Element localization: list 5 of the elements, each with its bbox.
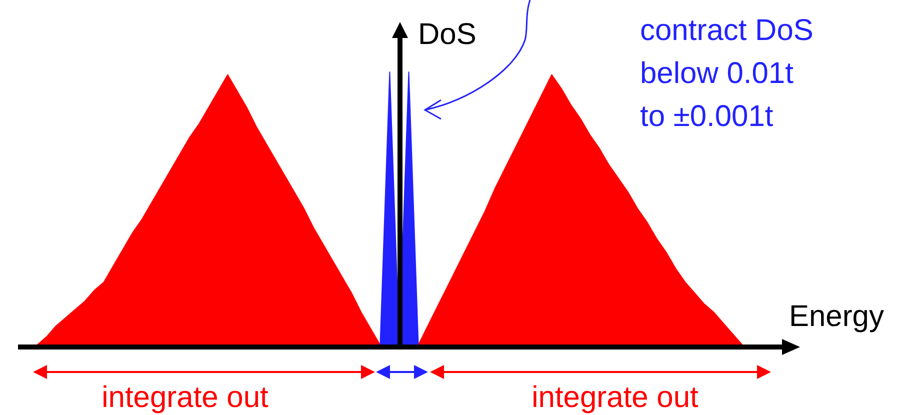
annotation: contract DoS below 0.01t to ±0.001t [640,14,814,133]
text: integrate out [102,381,270,414]
text: integrate out [532,381,700,414]
x-axis-title: Energy [788,300,884,333]
y-axis-title: DoS [418,18,476,51]
